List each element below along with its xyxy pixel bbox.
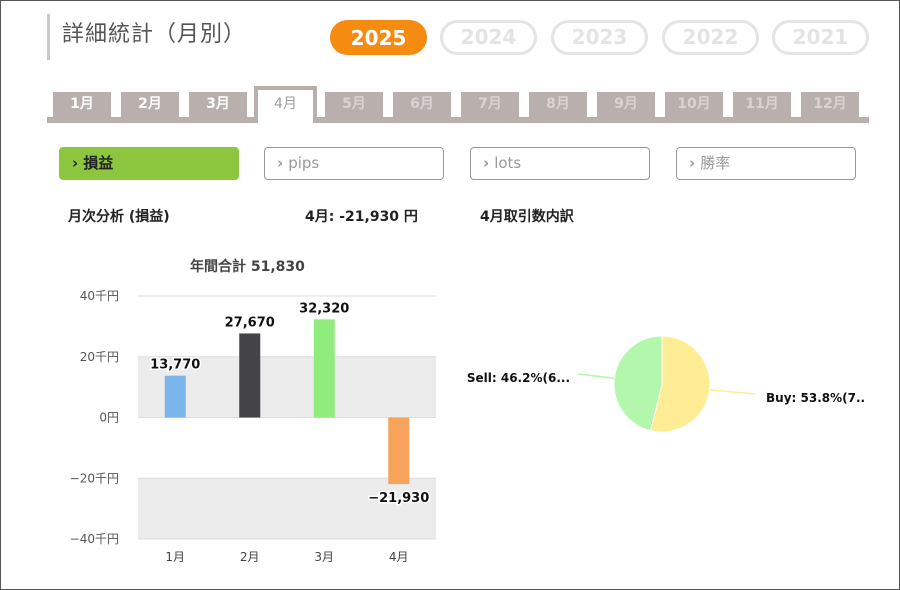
chevron-right-icon: ›: [277, 154, 284, 172]
grid-band: [138, 478, 436, 539]
bar-2[interactable]: [239, 333, 261, 418]
month-tab-7[interactable]: 7月: [461, 92, 519, 117]
page-title: 詳細統計（月別）: [47, 14, 246, 60]
bar-chart-title: 年間合計 51,830: [190, 259, 305, 275]
monthly-summary: 4月: -21,930 円: [305, 209, 418, 225]
x-tick-label: 1月: [165, 550, 185, 564]
pie-slice-buy[interactable]: [650, 335, 711, 433]
bar-4[interactable]: [388, 417, 410, 485]
month-tab-3[interactable]: 3月: [189, 92, 247, 117]
metric-button-pips[interactable]: › pips: [264, 147, 444, 180]
month-tab-8[interactable]: 8月: [529, 92, 587, 117]
x-tick-label: 2月: [240, 550, 260, 564]
month-tab-10[interactable]: 10月: [665, 92, 723, 117]
metric-label: pips: [288, 154, 320, 172]
bar-3[interactable]: [313, 319, 335, 418]
chevron-right-icon: ›: [72, 154, 79, 172]
bar-data-label: −21,930: [368, 491, 429, 506]
month-tabs-baseline: [47, 117, 869, 123]
grid-band: [138, 356, 436, 418]
bar-data-label: 32,320: [299, 301, 349, 316]
y-tick-label: 40千円: [80, 289, 119, 303]
metric-label: 損益: [83, 154, 114, 172]
pie-data-label: Sell: 46.2%(6...: [467, 371, 570, 385]
metric-label: 勝率: [700, 154, 731, 172]
metric-label: lots: [494, 154, 522, 172]
year-pill-2025[interactable]: 2025: [330, 20, 427, 55]
month-tab-12[interactable]: 12月: [801, 92, 859, 117]
bar-data-label: 13,770: [150, 358, 200, 373]
y-tick-label: 20千円: [80, 350, 119, 364]
page-title-text: 詳細統計（月別）: [62, 22, 247, 47]
y-tick-label: 0円: [99, 411, 119, 425]
month-tab-6[interactable]: 6月: [393, 92, 451, 117]
x-tick-label: 3月: [314, 550, 334, 564]
metric-button-lots[interactable]: › lots: [470, 147, 650, 180]
pie-connector: [577, 373, 615, 380]
month-tab-11[interactable]: 11月: [733, 92, 791, 117]
month-tab-5[interactable]: 5月: [325, 92, 383, 117]
month-tab-4[interactable]: 4月: [254, 86, 317, 123]
breakdown-heading: 4月取引数内訳: [480, 209, 574, 225]
chevron-right-icon: ›: [689, 154, 696, 172]
pie-connector: [709, 388, 756, 395]
month-tab-2[interactable]: 2月: [121, 92, 179, 117]
chevron-right-icon: ›: [483, 154, 490, 172]
x-tick-label: 4月: [389, 550, 409, 564]
metric-button-win-rate[interactable]: › 勝率: [676, 147, 856, 180]
bar-1[interactable]: [164, 375, 186, 418]
y-tick-label: −40千円: [70, 532, 119, 546]
year-pill-2022[interactable]: 2022: [662, 20, 759, 55]
year-pill-2021[interactable]: 2021: [772, 20, 869, 55]
bar-data-label: 27,670: [225, 315, 275, 330]
pie-data-label: Buy: 53.8%(7..: [766, 391, 865, 405]
y-tick-label: −20千円: [70, 471, 119, 485]
pie-slice-sell[interactable]: [613, 335, 663, 432]
monthly-analysis-heading: 月次分析 (損益): [68, 209, 170, 225]
year-pill-2023[interactable]: 2023: [551, 20, 648, 55]
year-pill-2024[interactable]: 2024: [440, 20, 537, 55]
metric-button-profit[interactable]: › 損益: [59, 147, 239, 180]
month-tab-9[interactable]: 9月: [597, 92, 655, 117]
month-tab-1[interactable]: 1月: [53, 92, 111, 117]
